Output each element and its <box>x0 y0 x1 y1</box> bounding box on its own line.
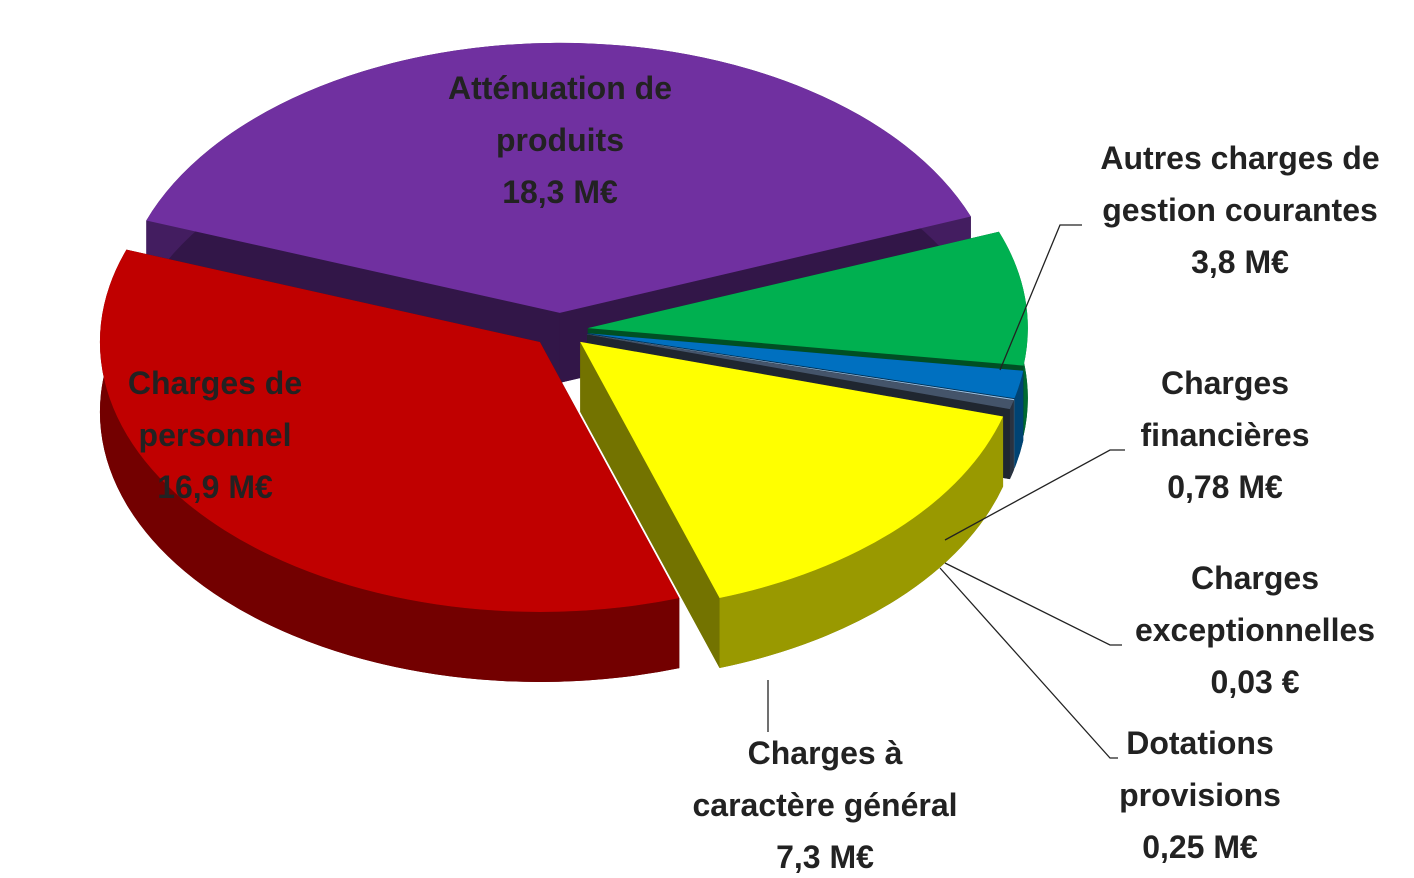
value-label: 0,03 € <box>1210 664 1300 700</box>
slice-wall <box>99 249 680 682</box>
slice-wall <box>719 416 1004 668</box>
category-label: Charges exceptionnelles <box>1134 560 1376 648</box>
slice <box>580 341 1004 598</box>
category-label: Atténuation de produits <box>448 70 672 158</box>
slice-label: Charges à caractère général 7,3 M€ <box>677 727 973 878</box>
slice <box>587 333 1024 399</box>
category-label: Charges à caractère général <box>692 735 958 823</box>
slice <box>580 341 1004 668</box>
leader-line <box>939 567 1118 759</box>
value-label: 16,9 M€ <box>157 469 273 505</box>
slice-side <box>580 341 720 668</box>
category-label: Charges financières <box>1140 365 1310 453</box>
category-label: Autres charges de gestion courantes <box>1100 140 1380 228</box>
slice-wall <box>1014 370 1024 469</box>
leader-line <box>944 449 1125 541</box>
slice <box>587 334 1015 401</box>
slice-label: Autres charges de gestion courantes 3,8 M… <box>1075 132 1405 288</box>
slice-label: Atténuation de produits 18,3 M€ <box>410 62 710 218</box>
leader-line <box>944 562 1122 646</box>
slice-wall <box>1009 400 1014 480</box>
category-label: Dotations provisions <box>1119 725 1281 813</box>
slice <box>587 334 1014 410</box>
slice <box>587 231 1028 366</box>
slice <box>99 249 680 682</box>
leader-line <box>999 224 1082 371</box>
value-label: 0,25 M€ <box>1142 829 1258 865</box>
value-label: 0,78 M€ <box>1167 469 1283 505</box>
slice <box>99 249 680 612</box>
value-label: 3,8 M€ <box>1191 244 1289 280</box>
slice <box>146 42 971 313</box>
value-label: 7,3 M€ <box>776 839 874 875</box>
slice-label: Charges financières 0,78 M€ <box>1115 357 1335 513</box>
slice-label: Charges exceptionnelles 0,03 € <box>1110 552 1400 708</box>
slice-label: Charges de personnel 16,9 M€ <box>85 357 345 513</box>
category-label: Charges de personnel <box>127 365 303 453</box>
value-label: 18,3 M€ <box>502 174 618 210</box>
slice-label: Dotations provisions 0,25 M€ <box>1090 717 1310 873</box>
